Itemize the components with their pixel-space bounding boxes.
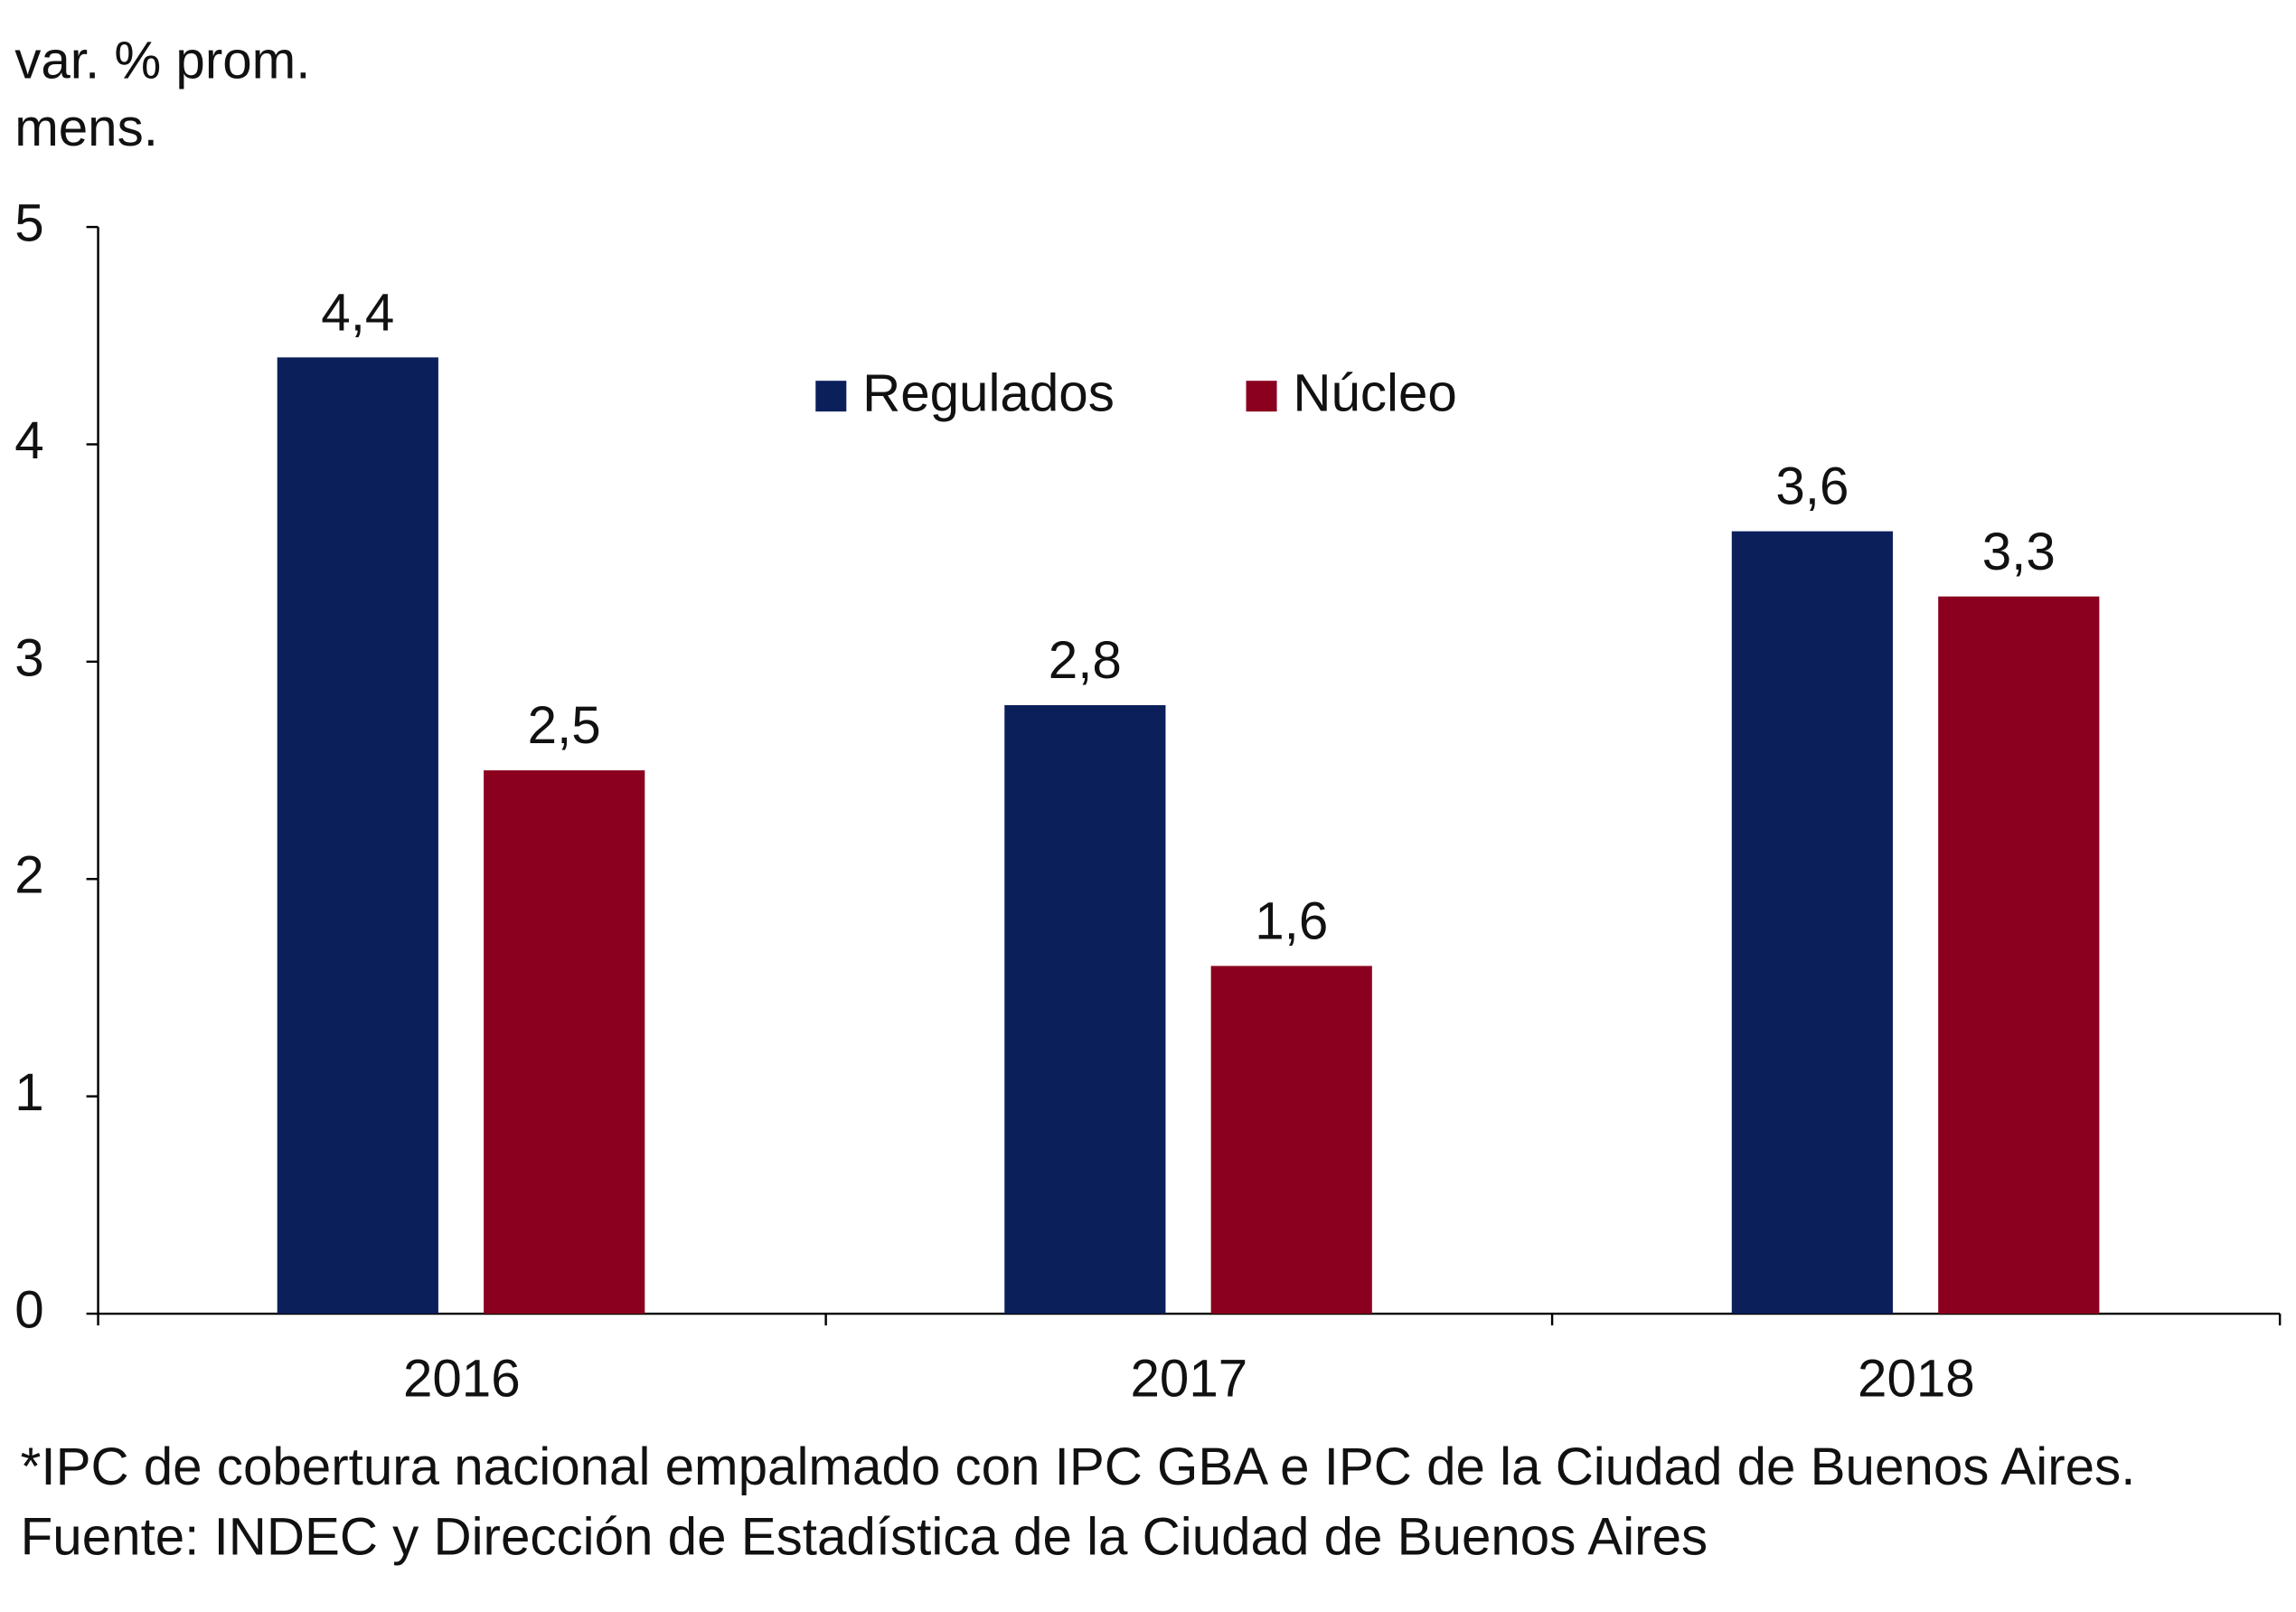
legend-swatch bbox=[815, 381, 847, 412]
y-tick-label: 5 bbox=[14, 193, 43, 252]
data-label: 3,6 bbox=[1775, 457, 1849, 516]
y-tick-label: 0 bbox=[14, 1280, 43, 1339]
y-axis-label: var. % prom. bbox=[14, 32, 310, 90]
y-tick-label: 3 bbox=[14, 628, 43, 687]
y-tick-label: 2 bbox=[14, 846, 43, 905]
legend-label: Regulados bbox=[862, 363, 1115, 422]
note: *IPC de cobertura nacional empalmado con… bbox=[21, 1438, 2136, 1496]
x-tick-label: 2017 bbox=[1131, 1350, 1248, 1409]
bar bbox=[1004, 704, 1166, 1315]
bar bbox=[484, 770, 645, 1315]
x-tick-label: 2018 bbox=[1858, 1350, 1975, 1409]
data-label: 2,8 bbox=[1049, 631, 1122, 690]
y-tick-label: 1 bbox=[14, 1063, 43, 1122]
x-tick-label: 2016 bbox=[403, 1350, 521, 1409]
data-label: 3,3 bbox=[1982, 523, 2056, 581]
y-tick-label: 4 bbox=[14, 411, 43, 470]
legend-label: Núcleo bbox=[1293, 363, 1456, 422]
data-label: 4,4 bbox=[321, 283, 394, 342]
bar bbox=[1210, 966, 1372, 1315]
bar bbox=[277, 357, 438, 1315]
note: Fuente: INDEC y Dirección de Estadística… bbox=[21, 1508, 1708, 1567]
data-label: 1,6 bbox=[1255, 891, 1328, 950]
bar bbox=[1938, 596, 2100, 1315]
legend-swatch bbox=[1246, 381, 1277, 412]
bar bbox=[1731, 531, 1893, 1315]
data-label: 2,5 bbox=[528, 696, 601, 755]
y-axis-label: mens. bbox=[14, 99, 158, 157]
